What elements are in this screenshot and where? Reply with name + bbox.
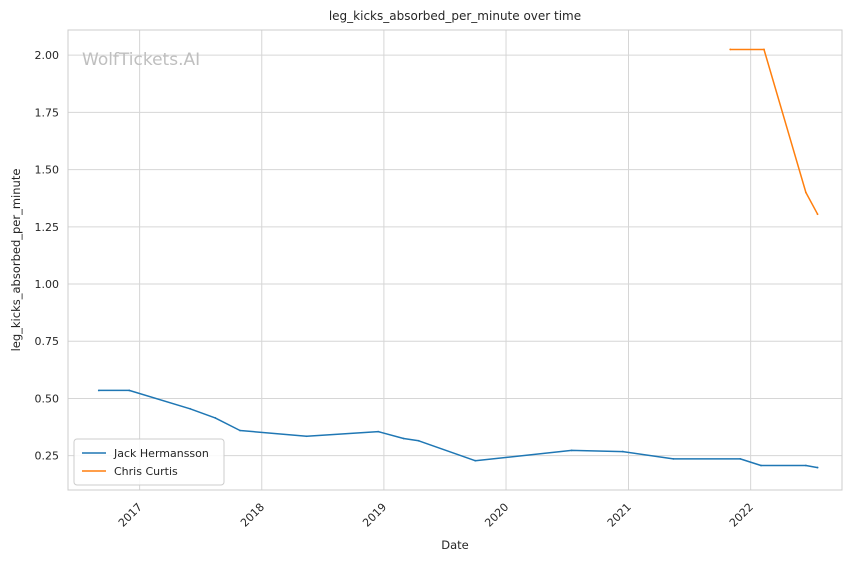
data-point-jack-hermansson — [621, 450, 624, 453]
y-tick-labels: 0.25 0.50 0.75 1.00 1.25 1.50 1.75 2.00 — [35, 49, 60, 462]
data-point-jack-hermansson — [760, 464, 762, 467]
chart-title: leg_kicks_absorbed_per_minute over time — [329, 9, 581, 23]
watermark: WolfTickets.AI — [82, 50, 200, 70]
x-tick-label: 2017 — [116, 501, 145, 530]
y-tick-label: 0.50 — [35, 392, 60, 405]
data-point-jack-hermansson — [239, 429, 241, 432]
y-tick-label: 2.00 — [35, 49, 60, 62]
data-point-chris-curtis — [763, 48, 765, 51]
data-point-jack-hermansson — [377, 430, 380, 433]
data-point-jack-hermansson — [570, 449, 573, 452]
y-tick-label: 1.75 — [35, 106, 60, 119]
x-tick-label: 2022 — [727, 501, 756, 530]
x-tick-label: 2020 — [482, 501, 511, 530]
y-tick-label: 1.25 — [35, 221, 60, 234]
data-point-jack-hermansson — [804, 464, 807, 467]
data-point-jack-hermansson — [816, 466, 819, 469]
y-tick-label: 1.00 — [35, 278, 60, 291]
data-point-jack-hermansson — [417, 439, 420, 442]
data-point-jack-hermansson — [214, 417, 217, 419]
data-point-jack-hermansson — [128, 389, 131, 392]
plot-frame — [67, 29, 843, 491]
data-point-jack-hermansson — [402, 437, 405, 440]
legend-label-jack-hermansson: Jack Hermansson — [113, 447, 209, 460]
y-axis-label: leg_kicks_absorbed_per_minute — [9, 169, 23, 352]
x-tick-labels: 2017 2018 2019 2020 2021 2022 — [116, 501, 756, 530]
x-tick-label: 2021 — [605, 501, 634, 530]
plot-background — [68, 30, 842, 490]
y-tick-label: 0.25 — [35, 450, 60, 463]
legend-box — [73, 438, 225, 486]
data-point-chris-curtis — [729, 48, 732, 51]
grid-lines — [68, 30, 842, 490]
series-layer — [97, 48, 819, 469]
y-tick-label: 0.75 — [35, 335, 60, 348]
y-tick-label: 1.50 — [35, 164, 60, 177]
legend: Jack Hermansson Chris Curtis — [73, 438, 225, 486]
data-point-jack-hermansson — [739, 457, 742, 460]
data-point-chris-curtis — [804, 191, 807, 194]
legend-label-chris-curtis: Chris Curtis — [114, 465, 178, 478]
x-tick-label: 2018 — [238, 501, 267, 530]
x-tick-label: 2019 — [360, 501, 389, 530]
data-point-jack-hermansson — [672, 457, 675, 460]
data-point-jack-hermansson — [189, 407, 192, 410]
data-point-jack-hermansson — [97, 389, 100, 392]
data-point-jack-hermansson — [305, 435, 308, 438]
data-point-jack-hermansson — [474, 459, 477, 462]
x-axis-label: Date — [441, 538, 469, 552]
series-line-chris-curtis — [730, 48, 819, 215]
data-point-chris-curtis — [816, 213, 819, 216]
